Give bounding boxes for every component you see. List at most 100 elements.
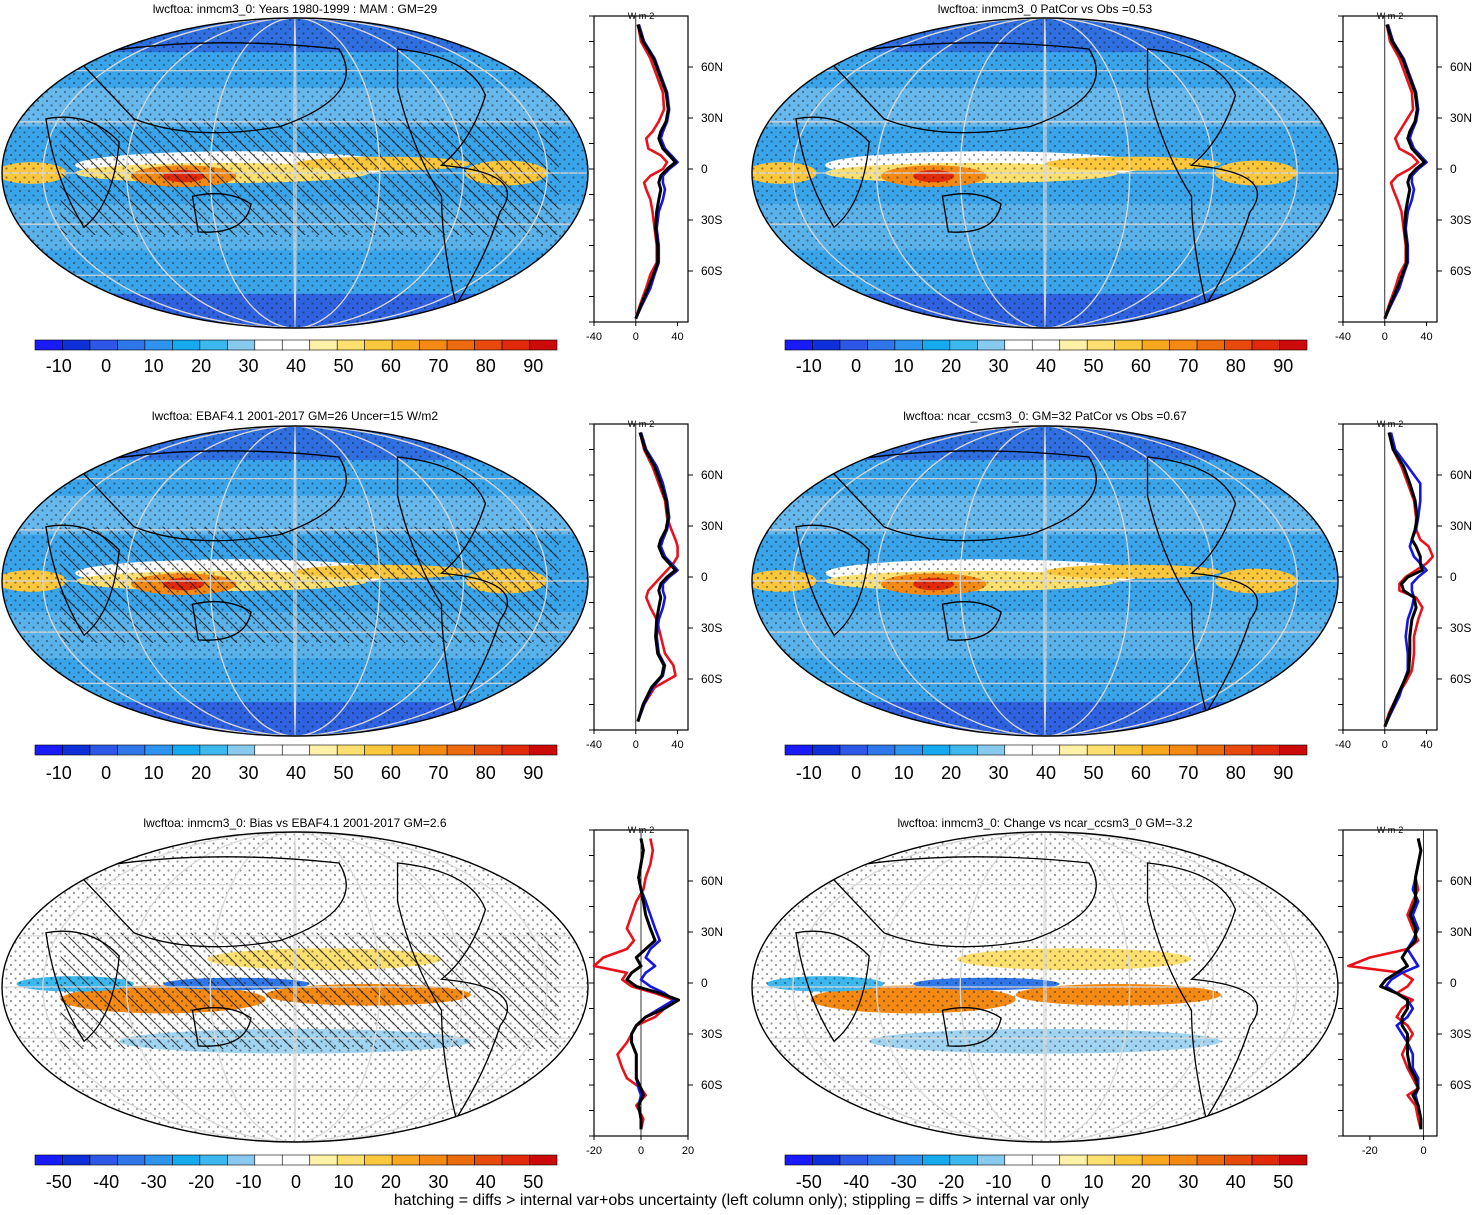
colorbar-swatch <box>1196 339 1225 351</box>
colorbar-swatch <box>474 339 503 351</box>
colorbar-tick-label: -10 <box>46 356 72 376</box>
colorbar-swatch <box>309 339 338 351</box>
colorbar-tick-label: 70 <box>428 763 448 783</box>
profile-series-black <box>634 24 677 320</box>
colorbar-swatch <box>364 339 393 351</box>
colorbar-swatch <box>172 1154 201 1166</box>
colorbar-swatch <box>117 1154 146 1166</box>
profile-y-label: 30S <box>701 621 722 635</box>
colorbar-3: -10 0 10 20 30 40 50 60 70 80 90 <box>34 744 558 783</box>
colorbar-4: -10 0 10 20 30 40 50 60 70 80 90 <box>784 744 1308 783</box>
profile-y-label: 30S <box>701 1027 722 1041</box>
colorbar-swatch <box>784 744 813 756</box>
colorbar-swatch <box>867 339 896 351</box>
colorbar-swatch <box>227 339 256 351</box>
panel-title: lwcftoa: inmcm3_0: Bias vs EBAF4.1 2001-… <box>143 816 446 830</box>
colorbar-tick-label: 80 <box>476 763 496 783</box>
colorbar-swatch <box>812 339 841 351</box>
panel-title: lwcftoa: inmcm3_0: Years 1980-1999 : MAM… <box>153 2 438 16</box>
colorbar-swatch <box>1251 339 1280 351</box>
profile-frame <box>1342 423 1438 731</box>
colorbar-swatch <box>839 339 868 351</box>
colorbar-tick-label: 90 <box>523 356 543 376</box>
colorbar-tick-label: 40 <box>286 356 306 376</box>
map-outline <box>1 17 589 329</box>
colorbar-swatch <box>309 744 338 756</box>
colorbar-swatch <box>254 744 283 756</box>
graticule-lon <box>293 426 297 736</box>
colorbar-tick-label: 50 <box>1083 356 1103 376</box>
profile-y-label: 0 <box>701 976 708 990</box>
colorbar-tick-label: 10 <box>144 356 164 376</box>
profile-y-label: 0 <box>701 570 708 584</box>
colorbar-swatch <box>446 1154 475 1166</box>
coastline-2 <box>795 116 870 229</box>
colorbar-tick-label: -10 <box>796 356 822 376</box>
colorbar-swatch <box>62 744 91 756</box>
colorbar-tick-label: 20 <box>191 763 211 783</box>
colorbar-tick-label: -10 <box>46 763 72 783</box>
colorbar-swatch <box>227 1154 256 1166</box>
colorbar-tick-label: -50 <box>796 1172 822 1192</box>
map-outline <box>751 425 1339 737</box>
coastline-1 <box>823 856 1097 948</box>
colorbar-tick-label: -10 <box>986 1172 1012 1192</box>
colorbar-tick-label: 10 <box>144 763 164 783</box>
profile-x-label: 20 <box>682 1145 694 1157</box>
colorbar-swatch <box>1031 744 1061 756</box>
profile-y-label: 60S <box>1450 672 1471 686</box>
graticule-lon <box>959 832 1131 1142</box>
zonal-profile-2: W m-2 60N 30N 0 30S 60S -40 0 40 <box>1335 11 1472 343</box>
colorbar-swatch <box>1224 339 1253 351</box>
graticule-lon <box>209 18 381 328</box>
colorbar-swatch <box>34 339 63 351</box>
graticule-lon <box>959 426 1131 736</box>
colorbar-tick-label: 0 <box>101 763 111 783</box>
colorbar-swatch <box>922 1154 951 1166</box>
colorbar-swatch <box>336 339 365 351</box>
profile-x-label: 0 <box>1421 1145 1427 1157</box>
colorbar-swatch <box>336 1154 365 1166</box>
profile-y-label: 60N <box>701 874 723 888</box>
colorbar-swatch <box>922 744 951 756</box>
profile-y-label: 30N <box>701 925 723 939</box>
map-panel-6: lwcftoa: inmcm3_0: Change vs ncar_ccsm3_… <box>751 816 1339 1143</box>
colorbar-swatch <box>364 1154 393 1166</box>
colorbar-swatch <box>949 339 978 351</box>
colorbar-swatch <box>1031 1154 1061 1166</box>
profile-y-label: 30N <box>701 519 723 533</box>
graticule-lon <box>125 426 465 736</box>
colorbar-tick-label: -50 <box>46 1172 72 1192</box>
graticule-lon <box>209 426 381 736</box>
colorbar-tick-label: 30 <box>239 763 259 783</box>
graticule-lon <box>42 426 548 736</box>
colorbar-tick-label: 90 <box>1273 356 1293 376</box>
graticule-lon <box>792 426 1298 736</box>
colorbar-tick-label: 80 <box>1226 763 1246 783</box>
profile-y-label: 0 <box>1450 976 1457 990</box>
coastline-3 <box>191 1007 252 1047</box>
colorbar-swatch <box>1251 744 1280 756</box>
colorbar-tick-label: 0 <box>851 356 861 376</box>
profile-y-label: 60S <box>701 672 722 686</box>
colorbar-swatch <box>977 339 1006 351</box>
profile-y-label: 0 <box>701 162 708 176</box>
colorbar-tick-label: 10 <box>1083 1172 1103 1192</box>
profile-frame <box>593 423 689 731</box>
profile-series-blue <box>630 838 676 1130</box>
colorbar-tick-label: 70 <box>428 356 448 376</box>
colorbar-swatch <box>117 339 146 351</box>
profile-unit: W m-2 <box>628 825 655 835</box>
colorbar-swatch <box>949 744 978 756</box>
hatching <box>60 118 559 235</box>
map-panel-3: lwcftoa: EBAF4.1 2001-2017 GM=26 Uncer=1… <box>1 409 589 737</box>
profile-series-black <box>1383 24 1426 320</box>
colorbar-swatch <box>227 744 256 756</box>
colorbar-swatch <box>254 1154 283 1166</box>
profile-x-label: -40 <box>586 739 602 751</box>
colorbar-swatch <box>1224 744 1253 756</box>
graticule-lon <box>792 18 1298 328</box>
colorbar-swatch <box>474 744 503 756</box>
colorbar-swatch <box>812 1154 841 1166</box>
